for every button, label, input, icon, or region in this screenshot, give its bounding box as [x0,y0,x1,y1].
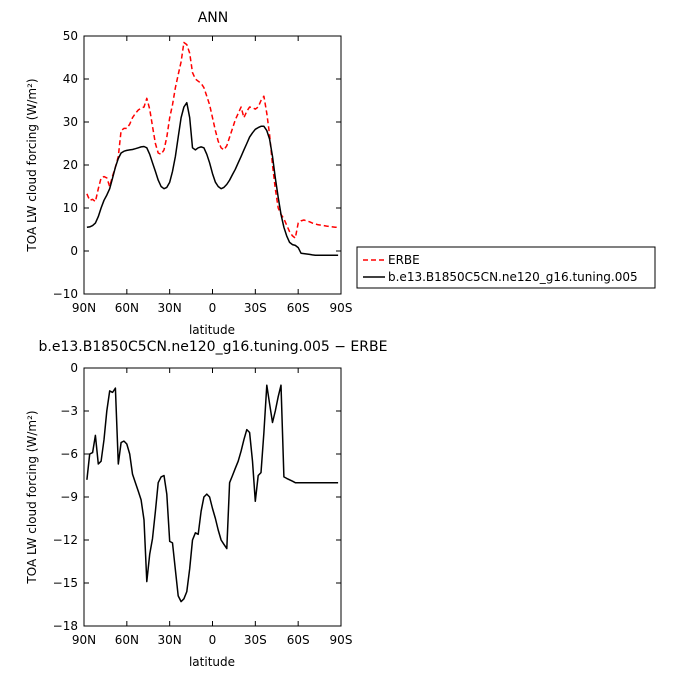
top-y-axis: −10 0 10 20 30 40 50 [53,29,341,301]
bottom-x-tick-label: 30S [244,633,267,647]
bottom-y-tick-label: −6 [60,447,78,461]
top-x-tick-label: 90N [72,301,96,315]
bottom-x-tick-label: 0 [209,633,217,647]
top-y-tick-label: 30 [63,115,78,129]
bottom-y-tick-label: −18 [53,619,78,633]
top-x-tick-label: 90S [330,301,353,315]
bottom-x-tick-label: 90S [330,633,353,647]
top-chart-title: ANN [198,10,229,26]
top-y-axis-label: TOA LW cloud forcing (W/m²) [25,78,39,252]
top-x-tick-label: 0 [209,301,217,315]
top-series-lines [86,41,339,257]
top-series-line-1 [86,101,339,257]
top-y-tick-label: 20 [63,158,78,172]
top-x-axis: 90N 60N 30N 0 30S 60S 90S [72,36,353,315]
bottom-series-line-0 [86,384,339,603]
top-legend: ERBE b.e13.B1850C5CN.ne120_g16.tuning.00… [356,246,656,289]
bottom-y-tick-label: −9 [60,490,78,504]
top-x-tick-label: 30N [158,301,182,315]
top-y-tick-label: −10 [53,287,78,301]
bottom-y-tick-label: −12 [53,533,78,547]
bottom-x-tick-label: 30N [158,633,182,647]
top-chart-frame [83,35,342,295]
top-x-tick-label: 30S [244,301,267,315]
top-x-axis-label: latitude [189,323,235,337]
bottom-x-axis-label: latitude [189,655,235,669]
top-x-tick-label: 60S [287,301,310,315]
bottom-y-tick-label: −15 [53,576,78,590]
bottom-chart-title: b.e13.B1850C5CN.ne120_g16.tuning.005 − E… [39,339,388,355]
bottom-y-axis-label: TOA LW cloud forcing (W/m²) [25,410,39,584]
bottom-x-tick-label: 90N [72,633,96,647]
top-y-tick-label: 10 [63,201,78,215]
legend-label-model: b.e13.B1850C5CN.ne120_g16.tuning.005 [388,270,638,284]
bottom-series-lines [86,384,339,603]
bottom-chart: b.e13.B1850C5CN.ne120_g16.tuning.005 − E… [25,339,387,669]
top-y-tick-label: 50 [63,29,78,43]
top-y-tick-label: 40 [63,72,78,86]
legend-label-erbe: ERBE [388,253,420,267]
bottom-x-tick-label: 60S [287,633,310,647]
legend-box [356,246,656,289]
top-series-line-0 [86,41,339,239]
top-chart: ANN −10 0 10 20 30 40 50 90N 60N 30N 0 30S 60S 90S l… [25,10,656,337]
bottom-y-tick-label: −3 [60,404,78,418]
bottom-y-tick-label: 0 [70,361,78,375]
bottom-x-tick-label: 60N [115,633,139,647]
top-x-tick-label: 60N [115,301,139,315]
bottom-x-axis: 90N 60N 30N 0 30S 60S 90S [72,368,353,647]
top-y-tick-label: 0 [70,244,78,258]
bottom-y-axis: −18 −15 −12 −9 −6 −3 0 [53,361,341,633]
bottom-chart-frame [83,367,342,627]
